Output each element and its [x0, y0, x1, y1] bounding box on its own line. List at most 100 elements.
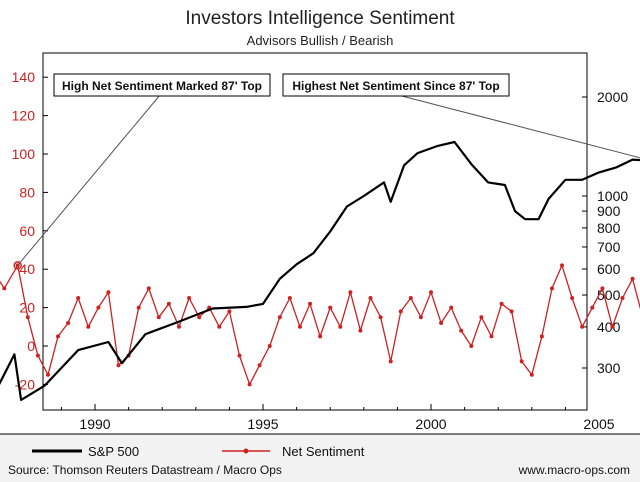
x-axis: 199019952000200520102015 [60, 404, 615, 432]
x-tick-label: 1990 [79, 416, 110, 432]
net-sentiment-point [25, 315, 30, 320]
net-sentiment-point [489, 334, 494, 339]
annotation-1-text: High Net Sentiment Marked 87' Top [62, 79, 262, 93]
net-sentiment-point [590, 305, 595, 310]
right-tick-label: 800 [597, 220, 621, 236]
net-sentiment-point [580, 324, 585, 329]
net-sentiment-point [499, 301, 504, 306]
net-sentiment-point [298, 324, 302, 329]
chart-title: Investors Intelligence Sentiment [185, 8, 455, 29]
sp500-series [0, 140, 640, 401]
legend-band [0, 434, 640, 482]
net-sentiment-point [560, 263, 564, 268]
right-tick-label: 500 [597, 287, 621, 303]
legend-sp500-label: S&P 500 [88, 444, 139, 459]
annotation-1-leader [17, 94, 161, 266]
net-sentiment-point [348, 290, 353, 295]
sp500-line [0, 140, 640, 401]
net-sentiment-point [529, 372, 534, 377]
net-sentiment-point [439, 321, 444, 325]
net-sentiment-point [177, 324, 181, 329]
right-tick-label: 600 [597, 261, 621, 277]
right-tick-label: 300 [597, 360, 621, 376]
left-tick-label: 140 [12, 69, 36, 85]
net-sentiment-point [66, 321, 71, 325]
net-sentiment-point [328, 305, 333, 310]
net-sentiment-point [197, 315, 202, 320]
net-sentiment-point [368, 296, 373, 300]
x-tick-label: 2005 [583, 416, 614, 432]
left-tick-label: 20 [19, 300, 35, 316]
right-tick-label: 1000 [597, 188, 628, 204]
net-sentiment-point [469, 344, 474, 348]
net-sentiment-point [308, 301, 312, 306]
net-sentiment-point [277, 315, 282, 320]
annotation-2-leader [397, 94, 640, 159]
net-sentiment-point [146, 286, 151, 291]
net-sentiment-point [600, 286, 605, 291]
net-sentiment-point [519, 359, 524, 364]
right-tick-label: 2000 [597, 89, 628, 105]
net-sentiment-point [459, 328, 464, 333]
left-tick-label: 120 [12, 108, 36, 124]
net-sentiment-point [318, 334, 323, 339]
right-tick-label: 700 [597, 239, 621, 255]
net-sentiment-point [358, 328, 363, 333]
net-sentiment-point [116, 363, 121, 368]
net-sentiment-point [35, 353, 40, 358]
plot-frame [42, 52, 588, 411]
net-sentiment-point [156, 315, 161, 320]
net-sentiment-line [0, 264, 640, 386]
net-sentiment-point [479, 315, 484, 320]
left-tick-label: 100 [12, 146, 36, 162]
right-tick-label: 900 [597, 203, 621, 219]
net-sentiment-point [418, 315, 423, 320]
net-sentiment-point [610, 324, 615, 329]
net-sentiment-point [237, 353, 242, 358]
annotation-1-marker [13, 261, 22, 270]
net-sentiment-point [267, 344, 272, 348]
chart-subtitle: Advisors Bullish / Bearish [247, 33, 394, 48]
net-sentiment-point [96, 305, 101, 310]
net-sentiment-point [257, 363, 262, 368]
annotation-2-text: Highest Net Sentiment Since 87' Top [292, 79, 499, 93]
annotation-2-box [282, 73, 510, 97]
net-sentiment-series [0, 263, 640, 387]
net-sentiment-point [398, 309, 403, 314]
right-tick-label: 400 [597, 319, 621, 335]
legend-sentiment-label: Net Sentiment [282, 444, 365, 459]
left-tick-label: 60 [19, 223, 35, 239]
net-sentiment-point [287, 296, 292, 300]
net-sentiment-point [187, 296, 192, 300]
left-tick-label: 40 [19, 261, 35, 277]
left-tick-label: 0 [27, 338, 35, 354]
net-sentiment-point [620, 296, 625, 300]
annotation-1-box [53, 73, 271, 97]
net-sentiment-point [227, 309, 232, 314]
net-sentiment-point [76, 296, 81, 300]
net-sentiment-point [136, 305, 141, 310]
website-credit: www.macro-ops.com [518, 463, 630, 477]
annotations: High Net Sentiment Marked 87' Top Highest… [13, 73, 640, 270]
net-sentiment-point [56, 334, 60, 339]
x-tick-label: 2000 [415, 416, 446, 432]
net-sentiment-point [338, 324, 343, 329]
net-sentiment-point [247, 382, 252, 387]
x-tick-label: 1995 [247, 416, 278, 432]
net-sentiment-point [106, 290, 111, 295]
net-sentiment-point [550, 286, 554, 291]
net-sentiment-point [509, 309, 514, 314]
net-sentiment-point [570, 296, 575, 300]
net-sentiment-point [378, 315, 383, 320]
net-sentiment-point [408, 296, 413, 300]
source-credit: Source: Thomson Reuters Datastream / Mac… [8, 463, 282, 477]
net-sentiment-point [86, 324, 91, 329]
net-sentiment-point [630, 276, 635, 281]
net-sentiment-point [217, 324, 222, 329]
net-sentiment-point [388, 359, 393, 364]
net-sentiment-point [46, 372, 50, 377]
